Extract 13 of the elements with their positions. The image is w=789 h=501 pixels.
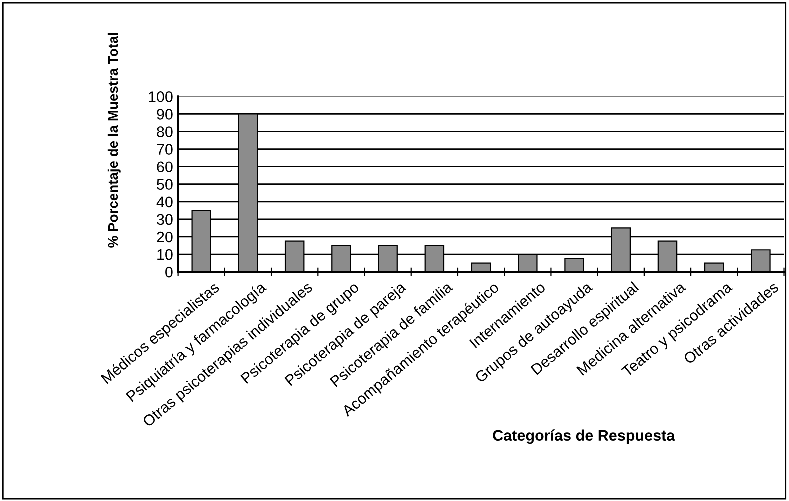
y-tick-label: 0 xyxy=(166,266,173,278)
y-tick-label: 50 xyxy=(157,179,173,190)
y-tick-label: 70 xyxy=(157,144,173,155)
y-tick-label: 20 xyxy=(157,232,173,243)
y-tick-label: 100 xyxy=(149,92,173,102)
y-tick-label: 90 xyxy=(157,109,173,120)
y-tick-label: 30 xyxy=(157,214,173,226)
y-tick-label: 10 xyxy=(158,249,173,260)
x-axis-title: Categorías de Respuesta xyxy=(493,430,676,444)
y-tick-label: 80 xyxy=(157,126,173,138)
y-tick-label: 40 xyxy=(156,196,173,208)
y-axis-title: % Porcentaje de la Muestra Total xyxy=(108,33,121,248)
y-tick-label: 60 xyxy=(157,162,173,173)
